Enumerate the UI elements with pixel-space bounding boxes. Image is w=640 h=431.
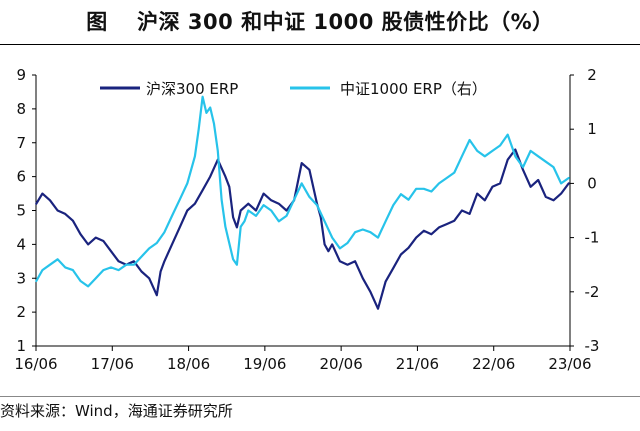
x-tick-label: 17/06: [91, 355, 134, 373]
y-left-tick-label: 1: [16, 337, 26, 355]
x-tick-label: 23/06: [548, 355, 591, 373]
y-left-tick-label: 6: [16, 168, 26, 186]
y-left-tick-label: 9: [16, 66, 26, 84]
y-left-tick-label: 2: [16, 303, 26, 321]
y-right-tick-label: 1: [587, 120, 597, 138]
series-line-zz1000: [35, 95, 570, 288]
y-right-tick-label: -3: [585, 337, 600, 355]
chart-legend: 沪深300 ERP 中证1000 ERP（右）: [100, 80, 487, 98]
x-tick-label: 18/06: [167, 355, 210, 373]
y-right-tick-label: -1: [585, 229, 600, 247]
series-line-hs300: [35, 148, 570, 310]
chart-title: 图 沪深 300 和中证 1000 股债性价比（%）: [86, 10, 554, 34]
x-tick-label: 22/06: [472, 355, 515, 373]
line-chart: 1 2 3 4 5 6 7 8 9 -3 -2 -1 0 1 2 16/06 17/06 18/06 19/06 20…: [14, 66, 599, 373]
title-divider: [0, 44, 640, 45]
y-left-tick-label: 3: [16, 269, 26, 287]
chart-series: [35, 95, 570, 310]
x-tick-label: 19/06: [243, 355, 286, 373]
source-note: 资料来源：Wind，海通证券研究所: [0, 402, 233, 420]
x-tick-label: 20/06: [320, 355, 363, 373]
x-tick-label: 16/06: [14, 355, 57, 373]
y-right-tick-label: 2: [587, 66, 597, 84]
chart-axes: 1 2 3 4 5 6 7 8 9 -3 -2 -1 0 1 2 16/06 17/06 18/06 19/06 20…: [14, 66, 599, 373]
y-left-tick-label: 4: [16, 235, 26, 253]
y-left-tick-label: 5: [16, 202, 26, 220]
y-left-tick-label: 7: [16, 134, 26, 152]
source-divider: [0, 396, 640, 397]
y-right-tick-label: -2: [585, 283, 600, 301]
legend-label: 中证1000 ERP（右）: [340, 80, 487, 98]
y-right-tick-label: 0: [587, 174, 597, 192]
x-tick-label: 21/06: [396, 355, 439, 373]
y-left-tick-label: 8: [16, 100, 26, 118]
legend-label: 沪深300 ERP: [146, 80, 238, 98]
